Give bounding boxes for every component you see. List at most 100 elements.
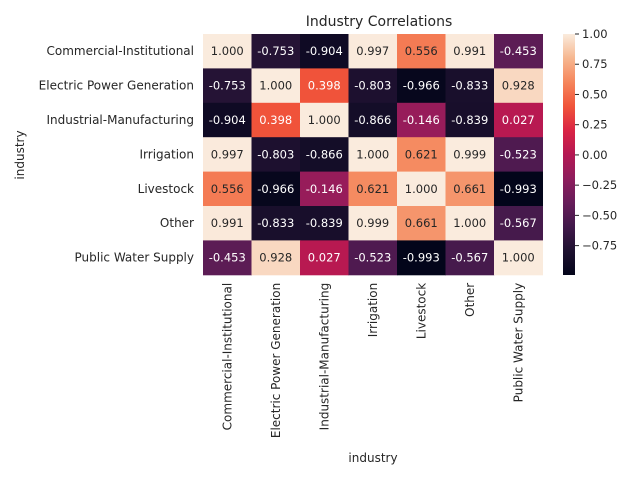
y-tick-label: Irrigation [140, 147, 195, 161]
colorbar-tick-label: 0.25 [582, 118, 608, 132]
x-tick-label: Electric Power Generation [269, 283, 283, 438]
y-tick-label: Public Water Supply [74, 251, 194, 265]
cell-value-label: 0.991 [453, 44, 486, 58]
cell-value-label: -0.146 [403, 113, 440, 127]
heatmap-cell [300, 206, 349, 241]
colorbar-tick-label: 0.50 [582, 87, 608, 101]
heatmap-cell [251, 102, 301, 138]
cell-value-label: -0.966 [257, 182, 294, 196]
heatmap-cell [300, 68, 349, 104]
heatmap-cell [494, 137, 543, 173]
heatmap-cell [445, 137, 495, 173]
cell-value-label: -0.453 [209, 251, 246, 265]
x-axis-label: industry [348, 451, 397, 465]
colorbar-tick-label: −0.50 [582, 208, 617, 222]
cell-value-label: -0.904 [209, 113, 246, 127]
heatmap-cell [348, 240, 398, 276]
cell-value-label: 0.661 [405, 216, 438, 230]
x-tick-label: Irrigation [366, 283, 380, 338]
cell-value-label: -0.966 [403, 79, 440, 93]
cell-value-label: 0.928 [502, 79, 535, 93]
heatmap-cell [445, 102, 495, 138]
cell-value-label: -0.567 [451, 251, 488, 265]
heatmap-cell [494, 68, 543, 104]
cell-value-label: -0.833 [257, 216, 294, 230]
cell-value-label: -0.833 [451, 79, 488, 93]
cell-value-label: 0.027 [502, 113, 535, 127]
cell-value-label: 1.000 [405, 182, 438, 196]
cell-value-label: -0.866 [354, 113, 391, 127]
x-tick-label: Industrial-Manufacturing [317, 283, 331, 431]
cell-value-label: 1.000 [356, 147, 389, 161]
heatmap-cells: 1.000 -0.753 -0.904 0.997 0.556 0.991 -0.453 -0… [203, 34, 543, 276]
cell-value-label: -0.803 [257, 147, 294, 161]
heatmap-cell [251, 68, 301, 104]
cell-value-label: -0.146 [306, 182, 343, 196]
cell-value-label: 0.999 [356, 216, 389, 230]
heatmap-cell [300, 102, 349, 138]
cell-value-label: 0.556 [211, 182, 244, 196]
heatmap-cell [445, 68, 495, 104]
y-axis-label: industry [13, 130, 27, 179]
colorbar-tick-label: −0.75 [582, 239, 617, 253]
cell-value-label: 0.621 [356, 182, 389, 196]
heatmap-cell [494, 102, 543, 138]
cell-value-label: 0.997 [211, 147, 244, 161]
cell-value-label: 1.000 [308, 113, 341, 127]
y-tick-label: Commercial-Institutional [46, 44, 194, 58]
heatmap-cell [203, 171, 252, 207]
heatmap-cell [300, 240, 349, 276]
cell-value-label: 0.621 [405, 147, 438, 161]
heatmap-cell [251, 206, 301, 241]
x-tick-label: Commercial-Institutional [220, 283, 234, 431]
y-tick-label: Livestock [138, 182, 194, 196]
cell-value-label: -0.993 [403, 251, 440, 265]
cell-value-label: -0.839 [306, 216, 343, 230]
cell-value-label: -0.523 [500, 147, 537, 161]
heatmap-cell [445, 240, 495, 276]
heatmap-cell [300, 171, 349, 207]
chart-title: Industry Correlations [306, 14, 453, 30]
heatmap-cell [445, 206, 495, 241]
heatmap-cell [397, 137, 446, 173]
heatmap-cell [348, 206, 398, 241]
cell-value-label: -0.453 [500, 44, 537, 58]
colorbar-tick-label: 0.00 [582, 148, 608, 162]
cell-value-label: -0.523 [354, 251, 391, 265]
cell-value-label: -0.567 [500, 216, 537, 230]
cell-value-label: -0.866 [306, 147, 343, 161]
heatmap-cell [397, 68, 446, 104]
colorbar-tick-label: 0.75 [582, 57, 608, 71]
heatmap-cell [251, 171, 301, 207]
heatmap-cell [494, 240, 543, 276]
cell-value-label: -0.753 [209, 79, 246, 93]
heatmap-cell [251, 34, 301, 69]
cell-value-label: 0.999 [453, 147, 486, 161]
x-tick-label: Livestock [414, 283, 428, 339]
cell-value-label: -0.904 [306, 44, 343, 58]
cell-value-label: 0.991 [211, 216, 244, 230]
heatmap-cell [397, 34, 446, 69]
x-tick-label: Other [463, 283, 477, 317]
heatmap-cell [203, 34, 252, 69]
cell-value-label: -0.753 [257, 44, 294, 58]
heatmap-cell [494, 171, 543, 207]
heatmap-cell [397, 240, 446, 276]
cell-value-label: 1.000 [502, 251, 535, 265]
x-tick-label: Public Water Supply [511, 283, 525, 403]
heatmap-cell [348, 102, 398, 138]
cell-value-label: 0.556 [405, 44, 438, 58]
y-tick-label: Industrial-Manufacturing [46, 113, 194, 127]
heatmap-cell [348, 34, 398, 69]
cell-value-label: -0.993 [500, 182, 537, 196]
heatmap-cell [445, 34, 495, 69]
heatmap-cell [397, 171, 446, 207]
heatmap-cell [203, 102, 252, 138]
heatmap-cell [203, 240, 252, 276]
cell-value-label: 0.997 [356, 44, 389, 58]
heatmap-cell [494, 206, 543, 241]
colorbar-tick-label: −0.25 [582, 178, 617, 192]
heatmap-cell [397, 102, 446, 138]
heatmap-cell [397, 206, 446, 241]
